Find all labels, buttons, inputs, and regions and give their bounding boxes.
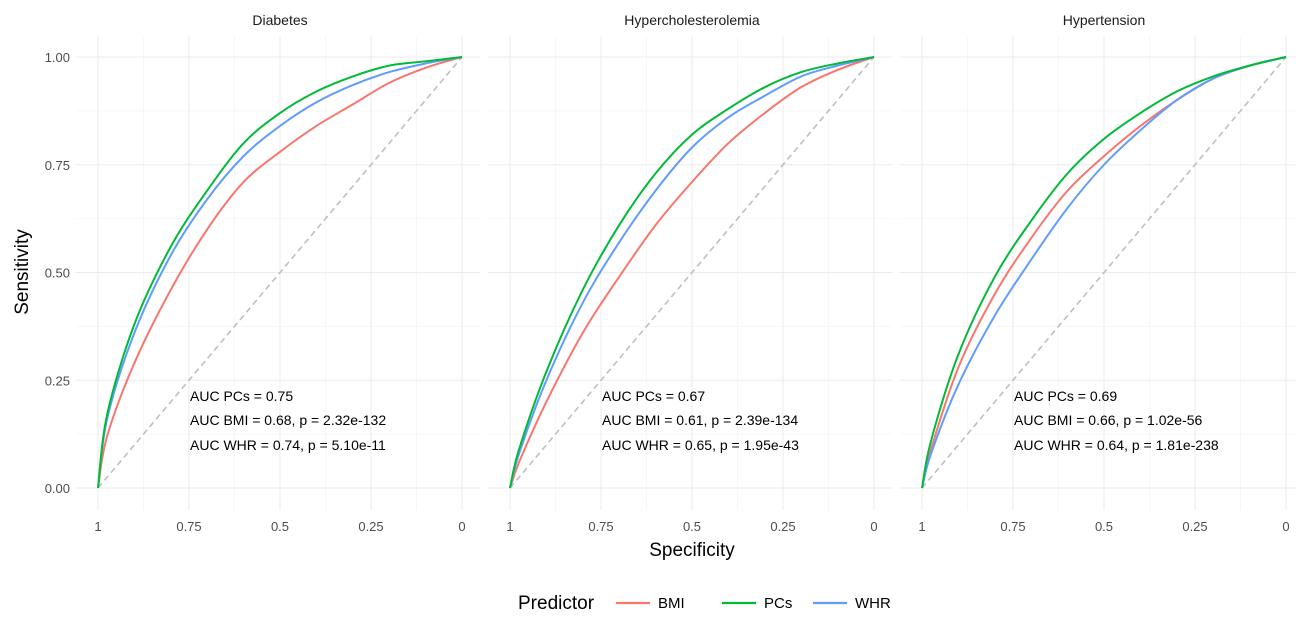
- auc-annotation: AUC BMI = 0.68, p = 2.32e-132: [190, 412, 386, 428]
- x-tick-label: 0.5: [683, 519, 701, 534]
- roc-curve-whr: [97, 56, 463, 489]
- reference-diagonal: [509, 56, 875, 489]
- x-tick-label: 1: [506, 519, 513, 534]
- panel-title: Hypertension: [1063, 12, 1146, 28]
- panel-diabetes: Diabetes 1 0.75 0.5 0.25 0 0.00 0.25 0.50 0.75 1.0…: [45, 12, 480, 534]
- roc-curve-pcs: [97, 56, 463, 489]
- y-tick-label: 0.75: [45, 158, 70, 173]
- y-tick-label: 0.25: [45, 373, 70, 388]
- y-tick-label: 0.00: [45, 481, 70, 496]
- x-tick-label: 0.75: [176, 519, 201, 534]
- reference-diagonal: [921, 56, 1287, 489]
- legend-label-pcs: PCs: [764, 595, 792, 612]
- reference-diagonal: [97, 56, 463, 489]
- x-tick-label: 0.75: [588, 519, 613, 534]
- x-tick-label: 0.5: [1095, 519, 1113, 534]
- x-axis-title: Specificity: [649, 540, 735, 561]
- x-tick-label: 0.25: [770, 519, 795, 534]
- y-axis-title: Sensitivity: [12, 229, 33, 315]
- x-tick-label: 0.75: [1000, 519, 1025, 534]
- auc-annotation: AUC PCs = 0.75: [190, 388, 293, 404]
- y-tick-label: 1.00: [45, 50, 70, 65]
- legend-label-bmi: BMI: [658, 595, 685, 612]
- auc-annotation: AUC WHR = 0.64, p = 1.81e-238: [1014, 437, 1219, 453]
- x-tick-label: 0.25: [358, 519, 383, 534]
- auc-annotation: AUC PCs = 0.69: [1014, 388, 1117, 404]
- auc-annotation: AUC WHR = 0.65, p = 1.95e-43: [602, 437, 799, 453]
- x-tick-label: 0: [870, 519, 877, 534]
- roc-curve-bmi: [509, 56, 875, 489]
- x-tick-label: 0.25: [1182, 519, 1207, 534]
- legend-label-whr: WHR: [855, 595, 891, 612]
- panel-hypertension: Hypertension 1 0.75 0.5 0.25 0 AUC PCs = 0.69 A…: [900, 12, 1296, 534]
- auc-annotation: AUC PCs = 0.67: [602, 388, 705, 404]
- roc-curve-pcs: [921, 56, 1287, 489]
- legend-title: Predictor: [518, 593, 595, 614]
- legend: Predictor BMI PCs WHR: [518, 593, 891, 614]
- x-tick-label: 0: [1282, 519, 1289, 534]
- x-tick-label: 0: [458, 519, 465, 534]
- panel-title: Hypercholesterolemia: [624, 12, 760, 28]
- y-tick-label: 0.50: [45, 266, 70, 281]
- roc-curve-pcs: [509, 56, 875, 489]
- x-tick-label: 1: [918, 519, 925, 534]
- panel-hypercholesterolemia: Hypercholesterolemia 1 0.75 0.5 0.25 0 AUC PCs…: [488, 12, 892, 534]
- x-tick-label: 0.5: [271, 519, 289, 534]
- panel-title: Diabetes: [252, 12, 307, 28]
- roc-curve-bmi: [97, 56, 463, 489]
- auc-annotation: AUC WHR = 0.74, p = 5.10e-11: [190, 437, 386, 453]
- auc-annotation: AUC BMI = 0.61, p = 2.39e-134: [602, 412, 798, 428]
- roc-curve-whr: [921, 56, 1287, 489]
- auc-annotation: AUC BMI = 0.66, p = 1.02e-56: [1014, 412, 1203, 428]
- roc-curve-whr: [509, 56, 875, 489]
- x-tick-label: 1: [94, 519, 101, 534]
